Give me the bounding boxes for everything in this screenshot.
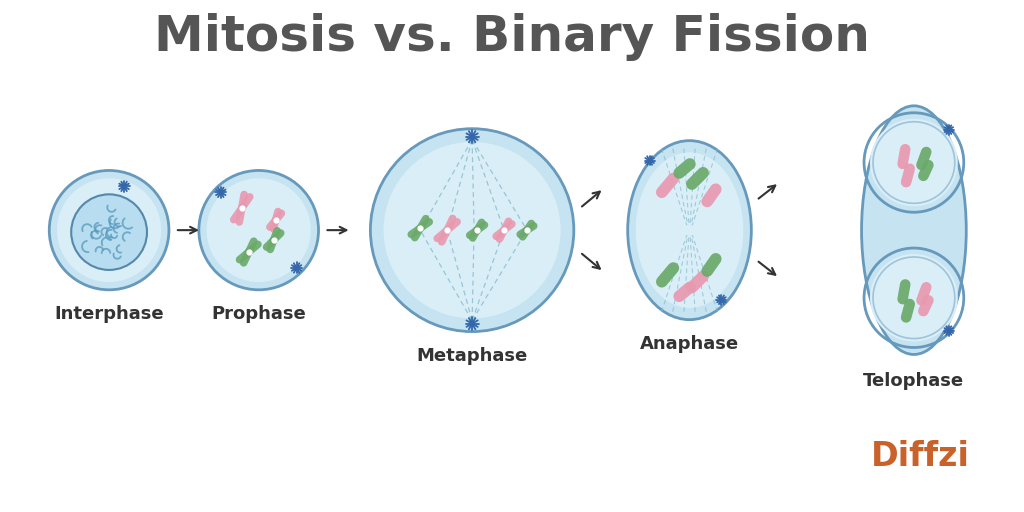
Text: Diffzi: Diffzi [871,440,970,473]
Ellipse shape [861,106,967,354]
Text: Prophase: Prophase [211,305,306,323]
Ellipse shape [636,152,743,308]
Text: Interphase: Interphase [54,305,164,323]
Ellipse shape [199,170,318,290]
Text: Anaphase: Anaphase [640,334,739,353]
Ellipse shape [628,141,752,319]
Ellipse shape [384,142,560,318]
Ellipse shape [371,129,573,332]
Ellipse shape [207,178,310,282]
Ellipse shape [72,195,147,270]
Ellipse shape [57,178,161,282]
Text: Telophase: Telophase [863,372,965,390]
Text: Metaphase: Metaphase [417,347,527,365]
Ellipse shape [49,170,169,290]
Ellipse shape [870,254,957,342]
Text: Mitosis vs. Binary Fission: Mitosis vs. Binary Fission [154,13,870,61]
Ellipse shape [870,119,957,206]
